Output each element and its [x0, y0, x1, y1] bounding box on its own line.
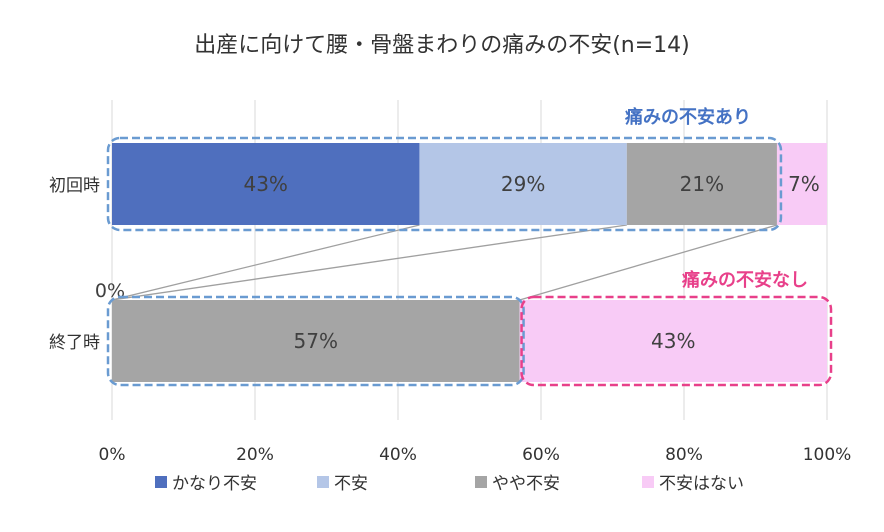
bar-0-3 [776, 143, 827, 225]
anxiety-present-box-initial [106, 136, 783, 232]
x-tick-label: 60% [522, 445, 560, 465]
chart-title: 出産に向けて腰・骨盤まわりの痛みの不安(n=14) [194, 33, 690, 58]
annotation-anxiety-present: 痛みの不安あり [625, 106, 751, 128]
data-label: 7% [788, 172, 820, 196]
x-tick-label: 100% [803, 445, 852, 465]
data-label: 21% [680, 172, 724, 196]
legend-label-3: 不安はない [659, 474, 744, 494]
x-tick-label: 40% [379, 445, 417, 465]
legend-label-1: 不安 [334, 474, 368, 494]
data-label: 29% [501, 172, 545, 196]
bar-0-1 [419, 143, 627, 225]
annotation-anxiety-absent: 痛みの不安なし [682, 269, 808, 291]
legend-swatch-3 [642, 476, 654, 488]
legend-label-0: かなり不安 [172, 474, 257, 494]
legend-swatch-1 [317, 476, 329, 488]
bar-0-2 [626, 143, 777, 225]
bar-1-3 [519, 300, 827, 382]
data-label-zero: 0% [95, 280, 125, 302]
legend-swatch-0 [155, 476, 167, 488]
data-label: 43% [651, 329, 695, 353]
category-label-1: 終了時 [49, 333, 100, 353]
x-tick-label: 20% [236, 445, 274, 465]
bar-0-0 [112, 143, 420, 225]
legend-swatch-2 [475, 476, 487, 488]
x-tick-label: 0% [99, 445, 126, 465]
data-label: 43% [243, 172, 287, 196]
legend-label-2: やや不安 [492, 474, 560, 494]
x-tick-label: 80% [665, 445, 703, 465]
series-line [111, 224, 627, 301]
series-line [519, 224, 778, 301]
data-label: 57% [294, 329, 338, 353]
anxiety-present-box-final [106, 295, 525, 387]
anxiety-absent-box-final [520, 295, 833, 387]
bar-1-2 [112, 300, 520, 382]
series-line [111, 224, 420, 301]
category-label-0: 初回時 [49, 176, 100, 196]
